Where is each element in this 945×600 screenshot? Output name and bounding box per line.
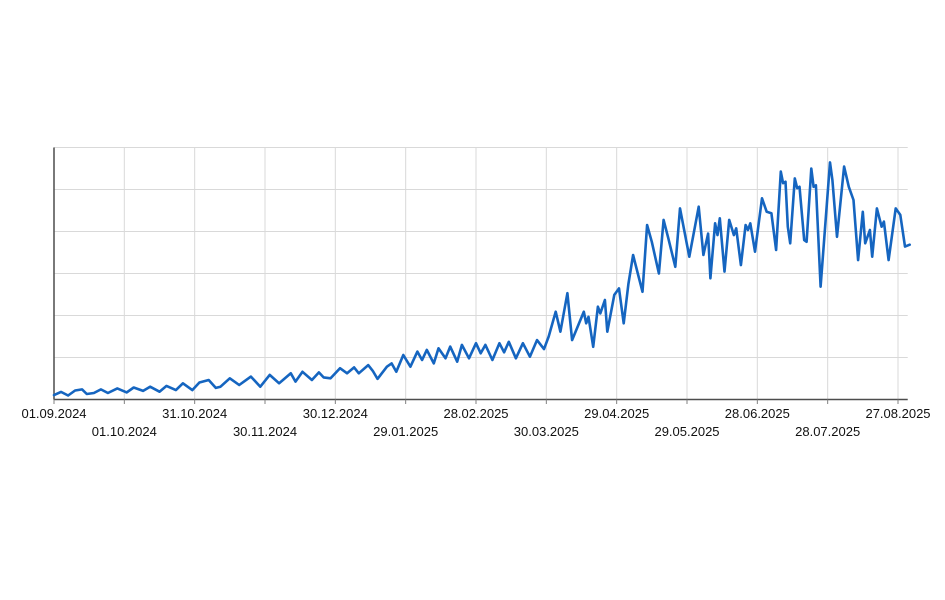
x-tick-label: 29.01.2025 [373, 424, 439, 439]
x-tick-label: 28.07.2025 [795, 424, 861, 439]
x-tick-label: 29.05.2025 [654, 424, 720, 439]
x-tick-label: 28.06.2025 [724, 406, 790, 421]
x-tick-label: 27.08.2025 [865, 406, 931, 421]
x-tick-label: 01.09.2024 [21, 406, 87, 421]
data-line [52, 161, 911, 397]
x-tick-label: 30.03.2025 [513, 424, 579, 439]
x-tick-label: 28.02.2025 [443, 406, 509, 421]
x-tick-label: 30.11.2024 [232, 424, 298, 439]
x-tick-label: 30.12.2024 [302, 406, 368, 421]
x-tick-label: 29.04.2025 [584, 406, 650, 421]
x-tick-label: 31.10.2024 [162, 406, 228, 421]
x-tick-label: 01.10.2024 [91, 424, 157, 439]
